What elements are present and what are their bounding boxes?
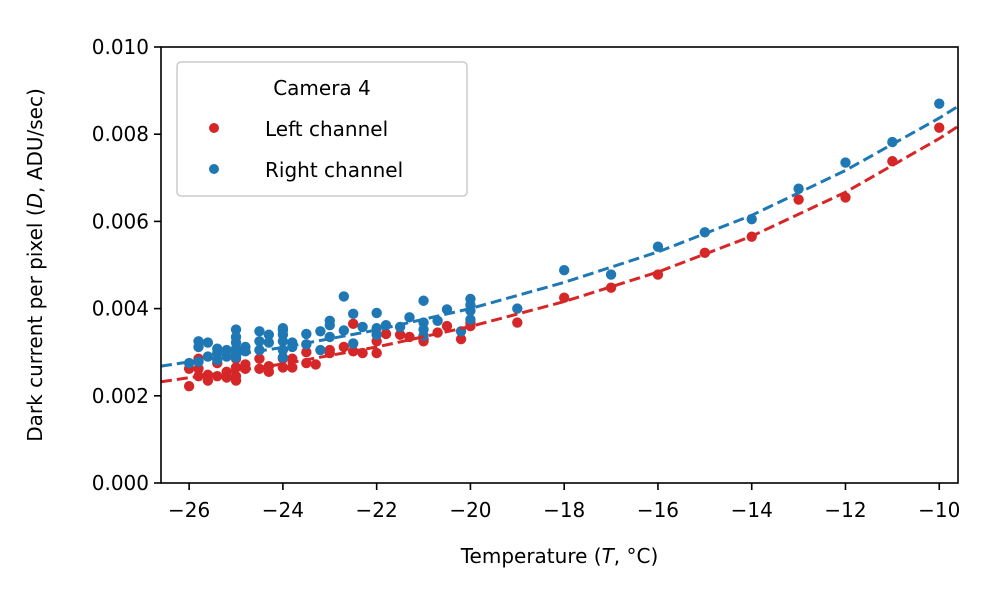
right-channel-fit-line [161,105,958,368]
plot-area [161,98,958,392]
right-channel-point-19 [254,326,265,337]
right-channel-point-50 [418,295,429,306]
x-tick-label-4: −18 [543,498,585,522]
right-channel-point-0 [183,357,195,369]
left-channel-point-23 [287,362,298,373]
right-channel-point-46 [371,329,382,340]
x-axis-label-part-1: T [602,544,616,568]
y-axis-label-part-2: , ADU/sec) [23,88,47,193]
right-channel-point-2 [193,336,204,347]
y-axis-label: Dark current per pixel (D, ADU/sec) [23,88,47,442]
left-channel-point-37 [394,329,406,340]
left-channel-point-26 [301,347,312,358]
right-channel-point-69 [887,136,898,148]
right-channel-point-43 [357,321,368,333]
y-tick-label-5: 0.010 [92,35,149,59]
y-tick-label-2: 0.004 [92,297,149,321]
left-channel-point-20 [263,360,275,372]
x-tick-label-3: −20 [449,498,491,522]
left-channel-point-42 [441,320,453,332]
x-tick-label-0: −26 [168,498,210,522]
left-channel-point-27 [310,359,321,370]
right-channel-point-8 [212,343,223,354]
right-channel-point-22 [263,329,275,340]
right-channel-point-42 [348,338,359,349]
legend-marker-1 [209,164,219,174]
right-channel-point-10 [221,344,232,356]
left-channel-fit-line [161,125,958,384]
right-channel-point-70 [934,98,945,109]
left-channel-point-32 [348,318,359,330]
axes: −26 −24 −22 −20 −18 −16 −14 −12 −10 0.000 0.002 0.0… [23,35,960,568]
x-axis-label-part-2: , °C) [614,544,658,568]
right-channel-point-64 [652,241,664,252]
right-channel-point-32 [301,328,312,340]
y-axis-label-part-0: Dark current per pixel ( [23,208,47,441]
left-channel-point-30 [338,341,350,353]
left-channel-point-46 [512,317,523,328]
axes-frame [160,46,959,484]
y-axis-label-part-1: D [23,193,47,208]
right-channel-point-27 [277,336,289,347]
right-channel-point-5 [202,351,214,362]
legend-title: Camera 4 [273,76,371,100]
x-tick-label-2: −22 [356,498,398,522]
right-channel-point-40 [338,325,350,336]
left-channel-point-16 [240,359,251,370]
right-channel-point-63 [605,269,617,280]
left-channel-point-12 [230,370,242,382]
right-channel-point-11 [230,324,242,335]
right-channel-point-60 [465,314,476,325]
legend: Camera 4 Left channel Right channel [176,61,468,197]
x-tick-label-8: −10 [918,498,960,522]
right-channel-point-41 [348,308,359,320]
right-channel-point-4 [202,337,214,348]
y-tick-label-3: 0.006 [92,209,149,233]
right-channel-point-29 [277,352,289,363]
left-channel-point-6 [202,369,214,381]
x-tick-label-5: −16 [637,498,679,522]
left-channel-point-29 [324,344,335,356]
right-channel-point-68 [840,157,851,168]
legend-label-0: Left channel [265,117,388,141]
right-channel-point-34 [315,326,326,337]
left-channel-point-36 [380,328,392,340]
right-channel-point-35 [315,344,326,356]
left-channel-point-52 [793,194,804,205]
y-tick-label-0: 0.000 [92,471,149,495]
right-channel-point-20 [254,336,265,347]
right-channel-point-37 [324,319,335,331]
right-channel-point-39 [338,291,350,302]
y-tick-label-4: 0.008 [92,122,149,146]
x-tick-label-1: −24 [262,498,304,522]
left-channel-point-0 [183,381,195,392]
legend-marker-0 [209,123,219,133]
legend-label-1: Right channel [265,158,403,182]
x-tick-label-7: −12 [824,498,866,522]
left-channel-point-48 [605,282,617,293]
left-channel-point-43 [455,333,467,345]
x-axis-label-part-0: Temperature ( [460,544,602,568]
y-tick-label-1: 0.002 [92,384,149,408]
left-channel-point-18 [254,353,265,364]
right-channel-point-44 [371,307,382,319]
legend-box [176,61,468,197]
left-channel-point-55 [934,122,945,133]
left-channel-point-47 [558,292,570,303]
left-channel-point-34 [371,347,382,359]
right-channel-point-49 [404,312,415,323]
right-channel-point-62 [558,265,570,276]
x-axis-label: Temperature (T, °C) [460,544,659,568]
right-channel-point-61 [512,303,523,314]
right-channel-point-23 [263,337,275,348]
x-tick-label-6: −14 [731,498,773,522]
